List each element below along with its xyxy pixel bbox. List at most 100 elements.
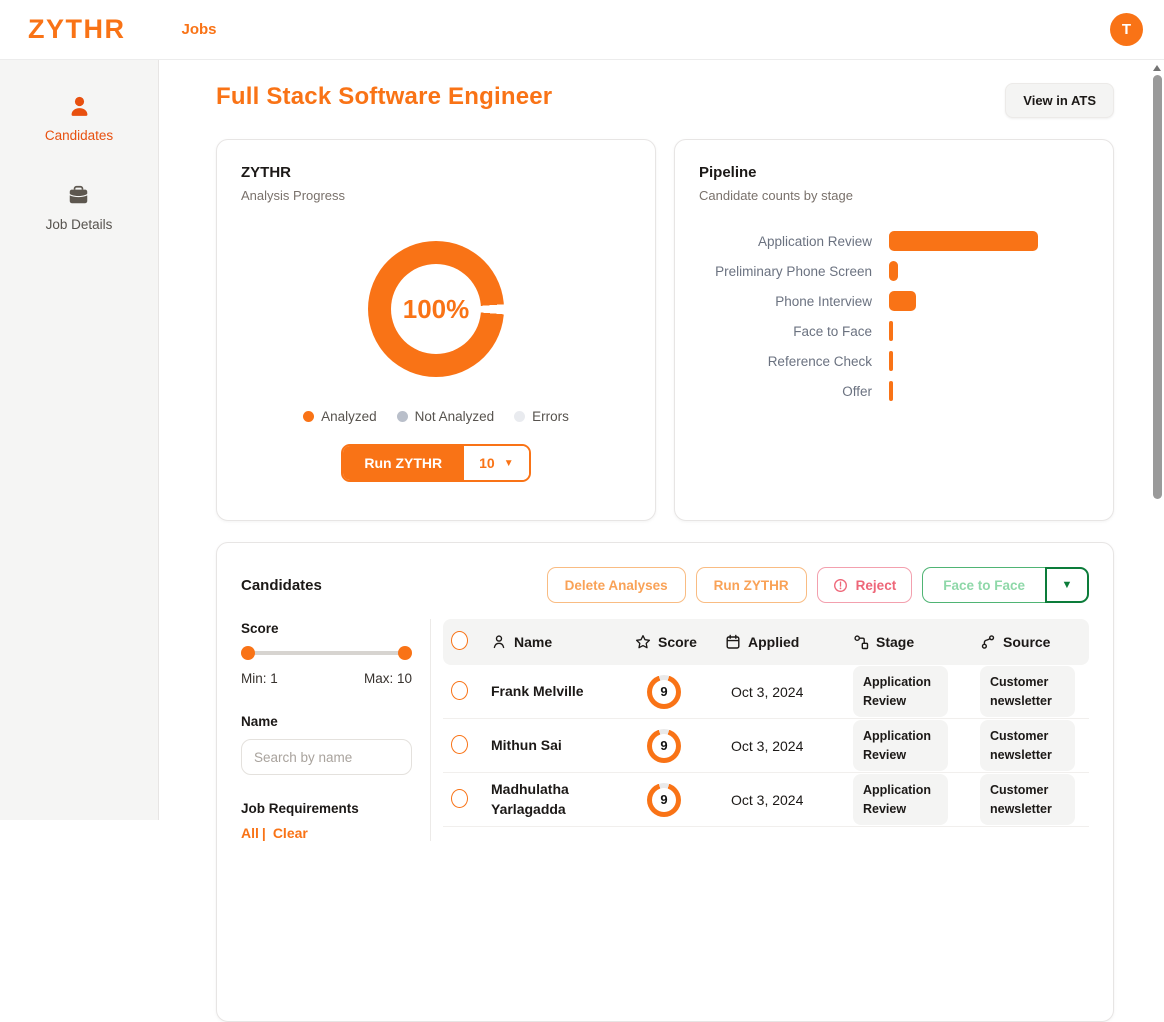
alert-circle-icon [833, 578, 847, 592]
pipeline-stage-label: Phone Interview [775, 293, 872, 309]
analysis-card-title: ZYTHR [241, 164, 291, 181]
run-zythr-button[interactable]: Run ZYTHR [343, 446, 464, 480]
row-checkbox[interactable] [451, 788, 468, 808]
source-badge: Customer newsletter [980, 719, 1075, 772]
sidebar-item-label: Candidates [44, 128, 114, 143]
pipeline-stage-label: Face to Face [793, 323, 872, 339]
pipeline-card-title: Pipeline [699, 164, 757, 181]
table-row[interactable]: Frank Melville 9 Oct 3, 2024 Application Re… [443, 665, 1089, 719]
legend-item-not-analyzed: Not Analyzed [396, 409, 494, 424]
source-badge: Customer newsletter [980, 773, 1075, 826]
user-avatar[interactable]: T [1110, 13, 1143, 46]
view-in-ats-button[interactable]: View in ATS [1005, 83, 1114, 118]
pipeline-bar-row: Preliminary Phone Screen [699, 261, 1089, 281]
run-zythr-split-button: Run ZYTHR 10 ▼ [341, 444, 531, 482]
pipeline-card-subtitle: Candidate counts by stage [699, 188, 853, 203]
score-min-label: Min: 1 [241, 671, 278, 686]
score-filter-label: Score [241, 621, 279, 636]
column-label: Score [658, 634, 697, 650]
legend-label: Analyzed [321, 409, 377, 424]
column-header-name[interactable]: Name [491, 634, 635, 650]
analysis-donut-chart: 100% [368, 241, 504, 377]
sidebar-item-candidates[interactable]: Candidates [45, 94, 113, 143]
main-content: Full Stack Software Engineer View in ATS… [160, 60, 1164, 1022]
column-header-applied[interactable]: Applied [725, 634, 853, 650]
chevron-down-icon: ▼ [1061, 579, 1073, 591]
sidebar-item-job-details[interactable]: Job Details [46, 183, 112, 232]
applied-date: Oct 3, 2024 [731, 683, 804, 700]
column-header-stage[interactable]: Stage [853, 634, 980, 650]
column-label: Stage [876, 634, 915, 650]
score-ring: 9 [647, 728, 681, 763]
donut-percent-label: 100% [402, 293, 470, 324]
analysis-card: ZYTHR Analysis Progress 100% Analyzed No… [216, 139, 656, 521]
select-all-link[interactable]: All [241, 825, 259, 841]
delete-analyses-button[interactable]: Delete Analyses [546, 567, 686, 603]
table-header: Name Score Applied Stage [443, 619, 1089, 665]
stage-select-button[interactable]: Face to Face [922, 567, 1045, 603]
row-checkbox[interactable] [451, 734, 468, 754]
reject-button[interactable]: Reject [816, 567, 913, 603]
candidates-card: Candidates Delete Analyses Run ZYTHR Rej… [216, 542, 1114, 1022]
link-divider: | [261, 825, 266, 841]
analysis-card-subtitle: Analysis Progress [241, 188, 346, 203]
search-by-name-input[interactable] [241, 739, 412, 775]
page-header: Full Stack Software Engineer View in ATS [216, 83, 1114, 118]
table-row[interactable]: Mithun Sai 9 Oct 3, 2024 Application Review… [443, 719, 1089, 773]
run-count-dropdown[interactable]: 10 ▼ [463, 446, 529, 480]
applied-date: Oct 3, 2024 [731, 737, 804, 754]
person-icon [71, 96, 87, 116]
legend-label: Errors [532, 409, 569, 424]
column-label: Source [1003, 634, 1051, 650]
job-requirements-links: All | Clear [241, 825, 412, 841]
briefcase-icon [70, 185, 88, 204]
score-ring: 9 [647, 782, 681, 817]
top-nav: ZYTHR Jobs T [0, 0, 1164, 60]
pipeline-bar-row: Face to Face [699, 321, 1089, 341]
candidate-name: Mithun Sai [491, 736, 562, 753]
legend-dot-analyzed [303, 411, 315, 422]
run-zythr-table-button[interactable]: Run ZYTHR [695, 567, 807, 603]
candidate-name: Madhulatha Yarlagadda [491, 780, 569, 817]
applied-date: Oct 3, 2024 [731, 791, 804, 808]
table-row[interactable]: Madhulatha Yarlagadda 9 Oct 3, 2024 Applica… [443, 773, 1089, 827]
stage-icon [854, 635, 869, 650]
source-icon [981, 635, 995, 649]
calendar-icon [726, 634, 740, 649]
candidates-table: Name Score Applied Stage [431, 619, 1089, 841]
scroll-up-arrow[interactable] [1153, 65, 1161, 71]
column-header-source[interactable]: Source [980, 634, 1089, 650]
donut-hole: 100% [391, 264, 481, 354]
pipeline-bar [889, 381, 893, 401]
scrollbar-thumb[interactable] [1153, 75, 1162, 499]
donut-legend: Analyzed Not Analyzed Errors [241, 409, 631, 424]
legend-dot-not-analyzed [396, 411, 408, 422]
pipeline-stage-label: Preliminary Phone Screen [715, 263, 872, 279]
legend-item-analyzed: Analyzed [303, 409, 377, 424]
pipeline-bar-row: Application Review [699, 231, 1089, 251]
slider-handle-min[interactable] [241, 646, 255, 660]
column-label: Applied [748, 634, 800, 650]
legend-dot-errors [514, 411, 526, 422]
pipeline-bar-row: Phone Interview [699, 291, 1089, 311]
clear-link[interactable]: Clear [272, 825, 308, 841]
run-count-value: 10 [479, 455, 495, 471]
stage-select-dropdown[interactable]: ▼ [1045, 567, 1089, 603]
select-all-checkbox[interactable] [451, 631, 468, 650]
legend-item-errors: Errors [514, 409, 569, 424]
nav-jobs-link[interactable]: Jobs [181, 21, 217, 38]
score-max-label: Max: 10 [363, 671, 412, 686]
score-range-slider [241, 646, 412, 660]
row-checkbox[interactable] [451, 680, 468, 700]
score-value: 9 [652, 733, 676, 758]
page-title: Full Stack Software Engineer [216, 83, 553, 110]
star-icon [635, 635, 651, 649]
pipeline-stage-label: Application Review [757, 233, 872, 249]
column-header-score[interactable]: Score [635, 634, 725, 650]
slider-track [241, 651, 412, 655]
pipeline-card: Pipeline Candidate counts by stage Appli… [674, 139, 1114, 521]
zythr-logo[interactable]: ZYTHR [28, 14, 126, 44]
score-value: 9 [652, 787, 676, 812]
slider-handle-max[interactable] [398, 646, 412, 660]
pipeline-bar [889, 261, 898, 281]
